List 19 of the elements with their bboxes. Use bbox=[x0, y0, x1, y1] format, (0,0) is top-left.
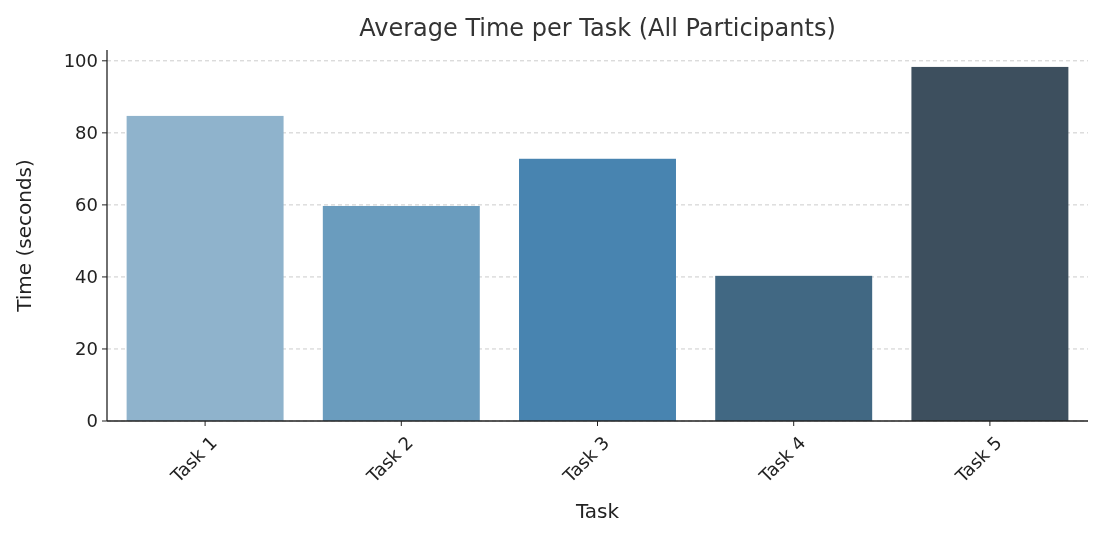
y-tick-label: 40 bbox=[75, 266, 98, 288]
y-tick-label: 60 bbox=[75, 194, 98, 216]
chart-title: Average Time per Task (All Participants) bbox=[359, 14, 836, 42]
x-tick-label: Task 4 bbox=[754, 431, 810, 488]
bar bbox=[715, 275, 873, 421]
bar bbox=[519, 158, 676, 421]
y-tick-label: 20 bbox=[75, 338, 98, 360]
x-tick-label: Task 2 bbox=[361, 431, 418, 488]
x-tick-label: Task 1 bbox=[165, 431, 221, 488]
x-axis-title: Task bbox=[574, 499, 620, 523]
bar bbox=[911, 66, 1069, 421]
y-axis-title: Time (seconds) bbox=[12, 159, 36, 313]
y-tick-label: 100 bbox=[63, 50, 98, 72]
y-tick-label: 80 bbox=[75, 122, 98, 144]
x-tick-label: Task 3 bbox=[558, 431, 614, 488]
bar bbox=[126, 115, 284, 421]
y-tick-label: 0 bbox=[86, 410, 98, 432]
bar bbox=[322, 205, 480, 421]
x-tick-label: Task 5 bbox=[950, 431, 1006, 488]
